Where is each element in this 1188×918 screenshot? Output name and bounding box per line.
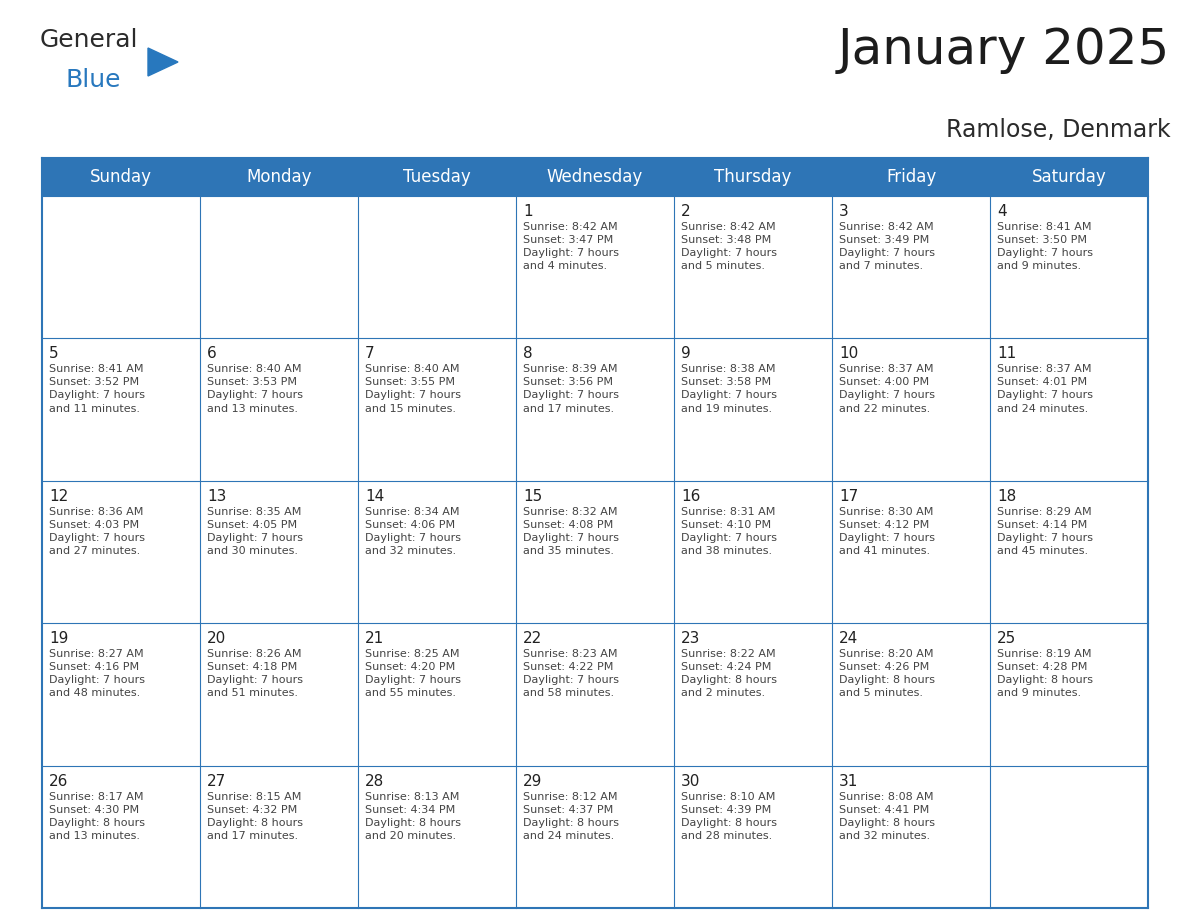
Text: Sunrise: 8:40 AM
Sunset: 3:55 PM
Daylight: 7 hours
and 15 minutes.: Sunrise: 8:40 AM Sunset: 3:55 PM Dayligh… xyxy=(365,364,461,413)
Text: Sunrise: 8:35 AM
Sunset: 4:05 PM
Daylight: 7 hours
and 30 minutes.: Sunrise: 8:35 AM Sunset: 4:05 PM Dayligh… xyxy=(207,507,303,556)
Text: Sunrise: 8:37 AM
Sunset: 4:00 PM
Daylight: 7 hours
and 22 minutes.: Sunrise: 8:37 AM Sunset: 4:00 PM Dayligh… xyxy=(839,364,935,413)
Text: Sunrise: 8:41 AM
Sunset: 3:52 PM
Daylight: 7 hours
and 11 minutes.: Sunrise: 8:41 AM Sunset: 3:52 PM Dayligh… xyxy=(49,364,145,413)
Text: Sunrise: 8:41 AM
Sunset: 3:50 PM
Daylight: 7 hours
and 9 minutes.: Sunrise: 8:41 AM Sunset: 3:50 PM Dayligh… xyxy=(997,222,1093,271)
Text: 30: 30 xyxy=(681,774,701,789)
Text: 10: 10 xyxy=(839,346,858,362)
Text: Sunrise: 8:20 AM
Sunset: 4:26 PM
Daylight: 8 hours
and 5 minutes.: Sunrise: 8:20 AM Sunset: 4:26 PM Dayligh… xyxy=(839,649,935,699)
Text: 24: 24 xyxy=(839,632,858,646)
Text: 12: 12 xyxy=(49,488,68,504)
Text: Sunrise: 8:34 AM
Sunset: 4:06 PM
Daylight: 7 hours
and 32 minutes.: Sunrise: 8:34 AM Sunset: 4:06 PM Dayligh… xyxy=(365,507,461,556)
Text: Sunrise: 8:37 AM
Sunset: 4:01 PM
Daylight: 7 hours
and 24 minutes.: Sunrise: 8:37 AM Sunset: 4:01 PM Dayligh… xyxy=(997,364,1093,413)
Text: Sunrise: 8:15 AM
Sunset: 4:32 PM
Daylight: 8 hours
and 17 minutes.: Sunrise: 8:15 AM Sunset: 4:32 PM Dayligh… xyxy=(207,791,303,841)
Text: Tuesday: Tuesday xyxy=(403,168,470,186)
Text: 1: 1 xyxy=(523,204,532,219)
Text: 15: 15 xyxy=(523,488,542,504)
Text: 9: 9 xyxy=(681,346,690,362)
Text: Sunrise: 8:13 AM
Sunset: 4:34 PM
Daylight: 8 hours
and 20 minutes.: Sunrise: 8:13 AM Sunset: 4:34 PM Dayligh… xyxy=(365,791,461,841)
Text: 22: 22 xyxy=(523,632,542,646)
Text: 11: 11 xyxy=(997,346,1016,362)
Text: Sunrise: 8:27 AM
Sunset: 4:16 PM
Daylight: 7 hours
and 48 minutes.: Sunrise: 8:27 AM Sunset: 4:16 PM Dayligh… xyxy=(49,649,145,699)
Text: Sunrise: 8:31 AM
Sunset: 4:10 PM
Daylight: 7 hours
and 38 minutes.: Sunrise: 8:31 AM Sunset: 4:10 PM Dayligh… xyxy=(681,507,777,556)
Text: Sunrise: 8:38 AM
Sunset: 3:58 PM
Daylight: 7 hours
and 19 minutes.: Sunrise: 8:38 AM Sunset: 3:58 PM Dayligh… xyxy=(681,364,777,413)
Text: Sunrise: 8:42 AM
Sunset: 3:49 PM
Daylight: 7 hours
and 7 minutes.: Sunrise: 8:42 AM Sunset: 3:49 PM Dayligh… xyxy=(839,222,935,271)
Text: 21: 21 xyxy=(365,632,384,646)
Text: Sunrise: 8:17 AM
Sunset: 4:30 PM
Daylight: 8 hours
and 13 minutes.: Sunrise: 8:17 AM Sunset: 4:30 PM Dayligh… xyxy=(49,791,145,841)
Text: Thursday: Thursday xyxy=(714,168,791,186)
Text: Sunrise: 8:40 AM
Sunset: 3:53 PM
Daylight: 7 hours
and 13 minutes.: Sunrise: 8:40 AM Sunset: 3:53 PM Dayligh… xyxy=(207,364,303,413)
Text: 7: 7 xyxy=(365,346,374,362)
Text: Sunrise: 8:29 AM
Sunset: 4:14 PM
Daylight: 7 hours
and 45 minutes.: Sunrise: 8:29 AM Sunset: 4:14 PM Dayligh… xyxy=(997,507,1093,556)
Text: 14: 14 xyxy=(365,488,384,504)
Text: Ramlose, Denmark: Ramlose, Denmark xyxy=(946,118,1170,141)
Text: 6: 6 xyxy=(207,346,216,362)
Text: 8: 8 xyxy=(523,346,532,362)
Text: 19: 19 xyxy=(49,632,69,646)
Text: Sunrise: 8:36 AM
Sunset: 4:03 PM
Daylight: 7 hours
and 27 minutes.: Sunrise: 8:36 AM Sunset: 4:03 PM Dayligh… xyxy=(49,507,145,556)
Text: Sunrise: 8:26 AM
Sunset: 4:18 PM
Daylight: 7 hours
and 51 minutes.: Sunrise: 8:26 AM Sunset: 4:18 PM Dayligh… xyxy=(207,649,303,699)
Polygon shape xyxy=(148,48,178,76)
Text: 31: 31 xyxy=(839,774,859,789)
Text: 28: 28 xyxy=(365,774,384,789)
Text: Sunrise: 8:42 AM
Sunset: 3:47 PM
Daylight: 7 hours
and 4 minutes.: Sunrise: 8:42 AM Sunset: 3:47 PM Dayligh… xyxy=(523,222,619,271)
Text: Sunrise: 8:10 AM
Sunset: 4:39 PM
Daylight: 8 hours
and 28 minutes.: Sunrise: 8:10 AM Sunset: 4:39 PM Dayligh… xyxy=(681,791,777,841)
Text: January 2025: January 2025 xyxy=(838,27,1170,74)
Text: Wednesday: Wednesday xyxy=(546,168,643,186)
Text: Monday: Monday xyxy=(246,168,311,186)
Text: Sunrise: 8:23 AM
Sunset: 4:22 PM
Daylight: 7 hours
and 58 minutes.: Sunrise: 8:23 AM Sunset: 4:22 PM Dayligh… xyxy=(523,649,619,699)
Text: 29: 29 xyxy=(523,774,543,789)
Text: 23: 23 xyxy=(681,632,701,646)
Text: 2: 2 xyxy=(681,204,690,219)
Text: Sunrise: 8:32 AM
Sunset: 4:08 PM
Daylight: 7 hours
and 35 minutes.: Sunrise: 8:32 AM Sunset: 4:08 PM Dayligh… xyxy=(523,507,619,556)
Text: Sunday: Sunday xyxy=(90,168,152,186)
Text: Sunrise: 8:19 AM
Sunset: 4:28 PM
Daylight: 8 hours
and 9 minutes.: Sunrise: 8:19 AM Sunset: 4:28 PM Dayligh… xyxy=(997,649,1093,699)
Text: 13: 13 xyxy=(207,488,227,504)
Text: 17: 17 xyxy=(839,488,858,504)
Text: Friday: Friday xyxy=(886,168,936,186)
Text: 27: 27 xyxy=(207,774,226,789)
Text: 16: 16 xyxy=(681,488,701,504)
Text: 18: 18 xyxy=(997,488,1016,504)
Text: 3: 3 xyxy=(839,204,848,219)
Text: 5: 5 xyxy=(49,346,58,362)
Text: Sunrise: 8:39 AM
Sunset: 3:56 PM
Daylight: 7 hours
and 17 minutes.: Sunrise: 8:39 AM Sunset: 3:56 PM Dayligh… xyxy=(523,364,619,413)
Text: Sunrise: 8:12 AM
Sunset: 4:37 PM
Daylight: 8 hours
and 24 minutes.: Sunrise: 8:12 AM Sunset: 4:37 PM Dayligh… xyxy=(523,791,619,841)
Text: Sunrise: 8:08 AM
Sunset: 4:41 PM
Daylight: 8 hours
and 32 minutes.: Sunrise: 8:08 AM Sunset: 4:41 PM Dayligh… xyxy=(839,791,935,841)
Text: Blue: Blue xyxy=(65,68,120,92)
Text: Sunrise: 8:42 AM
Sunset: 3:48 PM
Daylight: 7 hours
and 5 minutes.: Sunrise: 8:42 AM Sunset: 3:48 PM Dayligh… xyxy=(681,222,777,271)
Text: 20: 20 xyxy=(207,632,226,646)
Text: Sunrise: 8:22 AM
Sunset: 4:24 PM
Daylight: 8 hours
and 2 minutes.: Sunrise: 8:22 AM Sunset: 4:24 PM Dayligh… xyxy=(681,649,777,699)
Text: Sunrise: 8:30 AM
Sunset: 4:12 PM
Daylight: 7 hours
and 41 minutes.: Sunrise: 8:30 AM Sunset: 4:12 PM Dayligh… xyxy=(839,507,935,556)
Text: 4: 4 xyxy=(997,204,1006,219)
Text: Saturday: Saturday xyxy=(1031,168,1106,186)
Text: 25: 25 xyxy=(997,632,1016,646)
Text: Sunrise: 8:25 AM
Sunset: 4:20 PM
Daylight: 7 hours
and 55 minutes.: Sunrise: 8:25 AM Sunset: 4:20 PM Dayligh… xyxy=(365,649,461,699)
Text: 26: 26 xyxy=(49,774,69,789)
Text: General: General xyxy=(40,28,139,52)
